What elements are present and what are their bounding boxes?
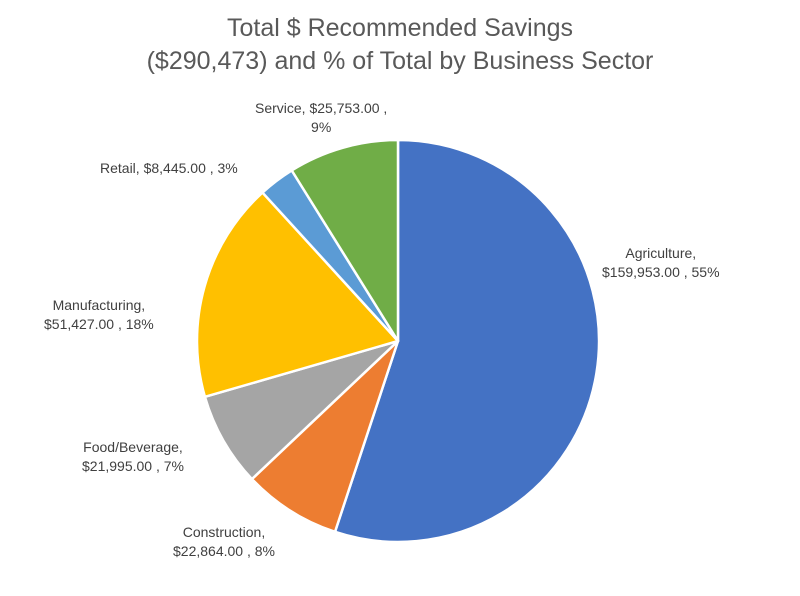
pie-slice-service (290, 138, 400, 343)
label-construction-line1: Construction, (182, 524, 266, 540)
chart-title: Total $ Recommended Savings ($290,473) a… (0, 12, 800, 78)
label-food-beverage-line1: Food/Beverage, (83, 439, 183, 455)
label-manufacturing-line1: Manufacturing, (52, 297, 146, 313)
label-food-beverage-line2: $21,995.00 , 7% (82, 458, 184, 474)
pie-slice-agriculture (333, 138, 601, 544)
chart-title-line2: ($290,473) and % of Total by Business Se… (146, 47, 654, 75)
label-construction-line2: $22,864.00 , 8% (173, 543, 275, 559)
label-agriculture-line1: Agriculture, (625, 245, 697, 261)
label-manufacturing: Manufacturing, $51,427.00 , 18% (44, 296, 154, 334)
chart-title-line1: Total $ Recommended Savings (226, 14, 574, 42)
pie-slice-food-beverage (203, 339, 400, 481)
label-service-line2: 9% (311, 119, 332, 135)
label-agriculture-line2: $159,953.00 , 55% (602, 264, 720, 280)
label-food-beverage: Food/Beverage, $21,995.00 , 7% (82, 438, 184, 476)
label-retail: Retail, $8,445.00 , 3% (100, 159, 238, 178)
pie-slice-construction (250, 339, 400, 534)
label-service-line1: Service, $25,753.00 , (255, 100, 388, 116)
label-manufacturing-line2: $51,427.00 , 18% (44, 316, 154, 332)
pie-slice-manufacturing (195, 191, 400, 399)
label-agriculture: Agriculture, $159,953.00 , 55% (602, 244, 720, 282)
label-construction: Construction, $22,864.00 , 8% (173, 523, 275, 561)
label-retail-line1: Retail, $8,445.00 , 3% (100, 160, 238, 176)
label-service: Service, $25,753.00 , 9% (255, 99, 387, 137)
